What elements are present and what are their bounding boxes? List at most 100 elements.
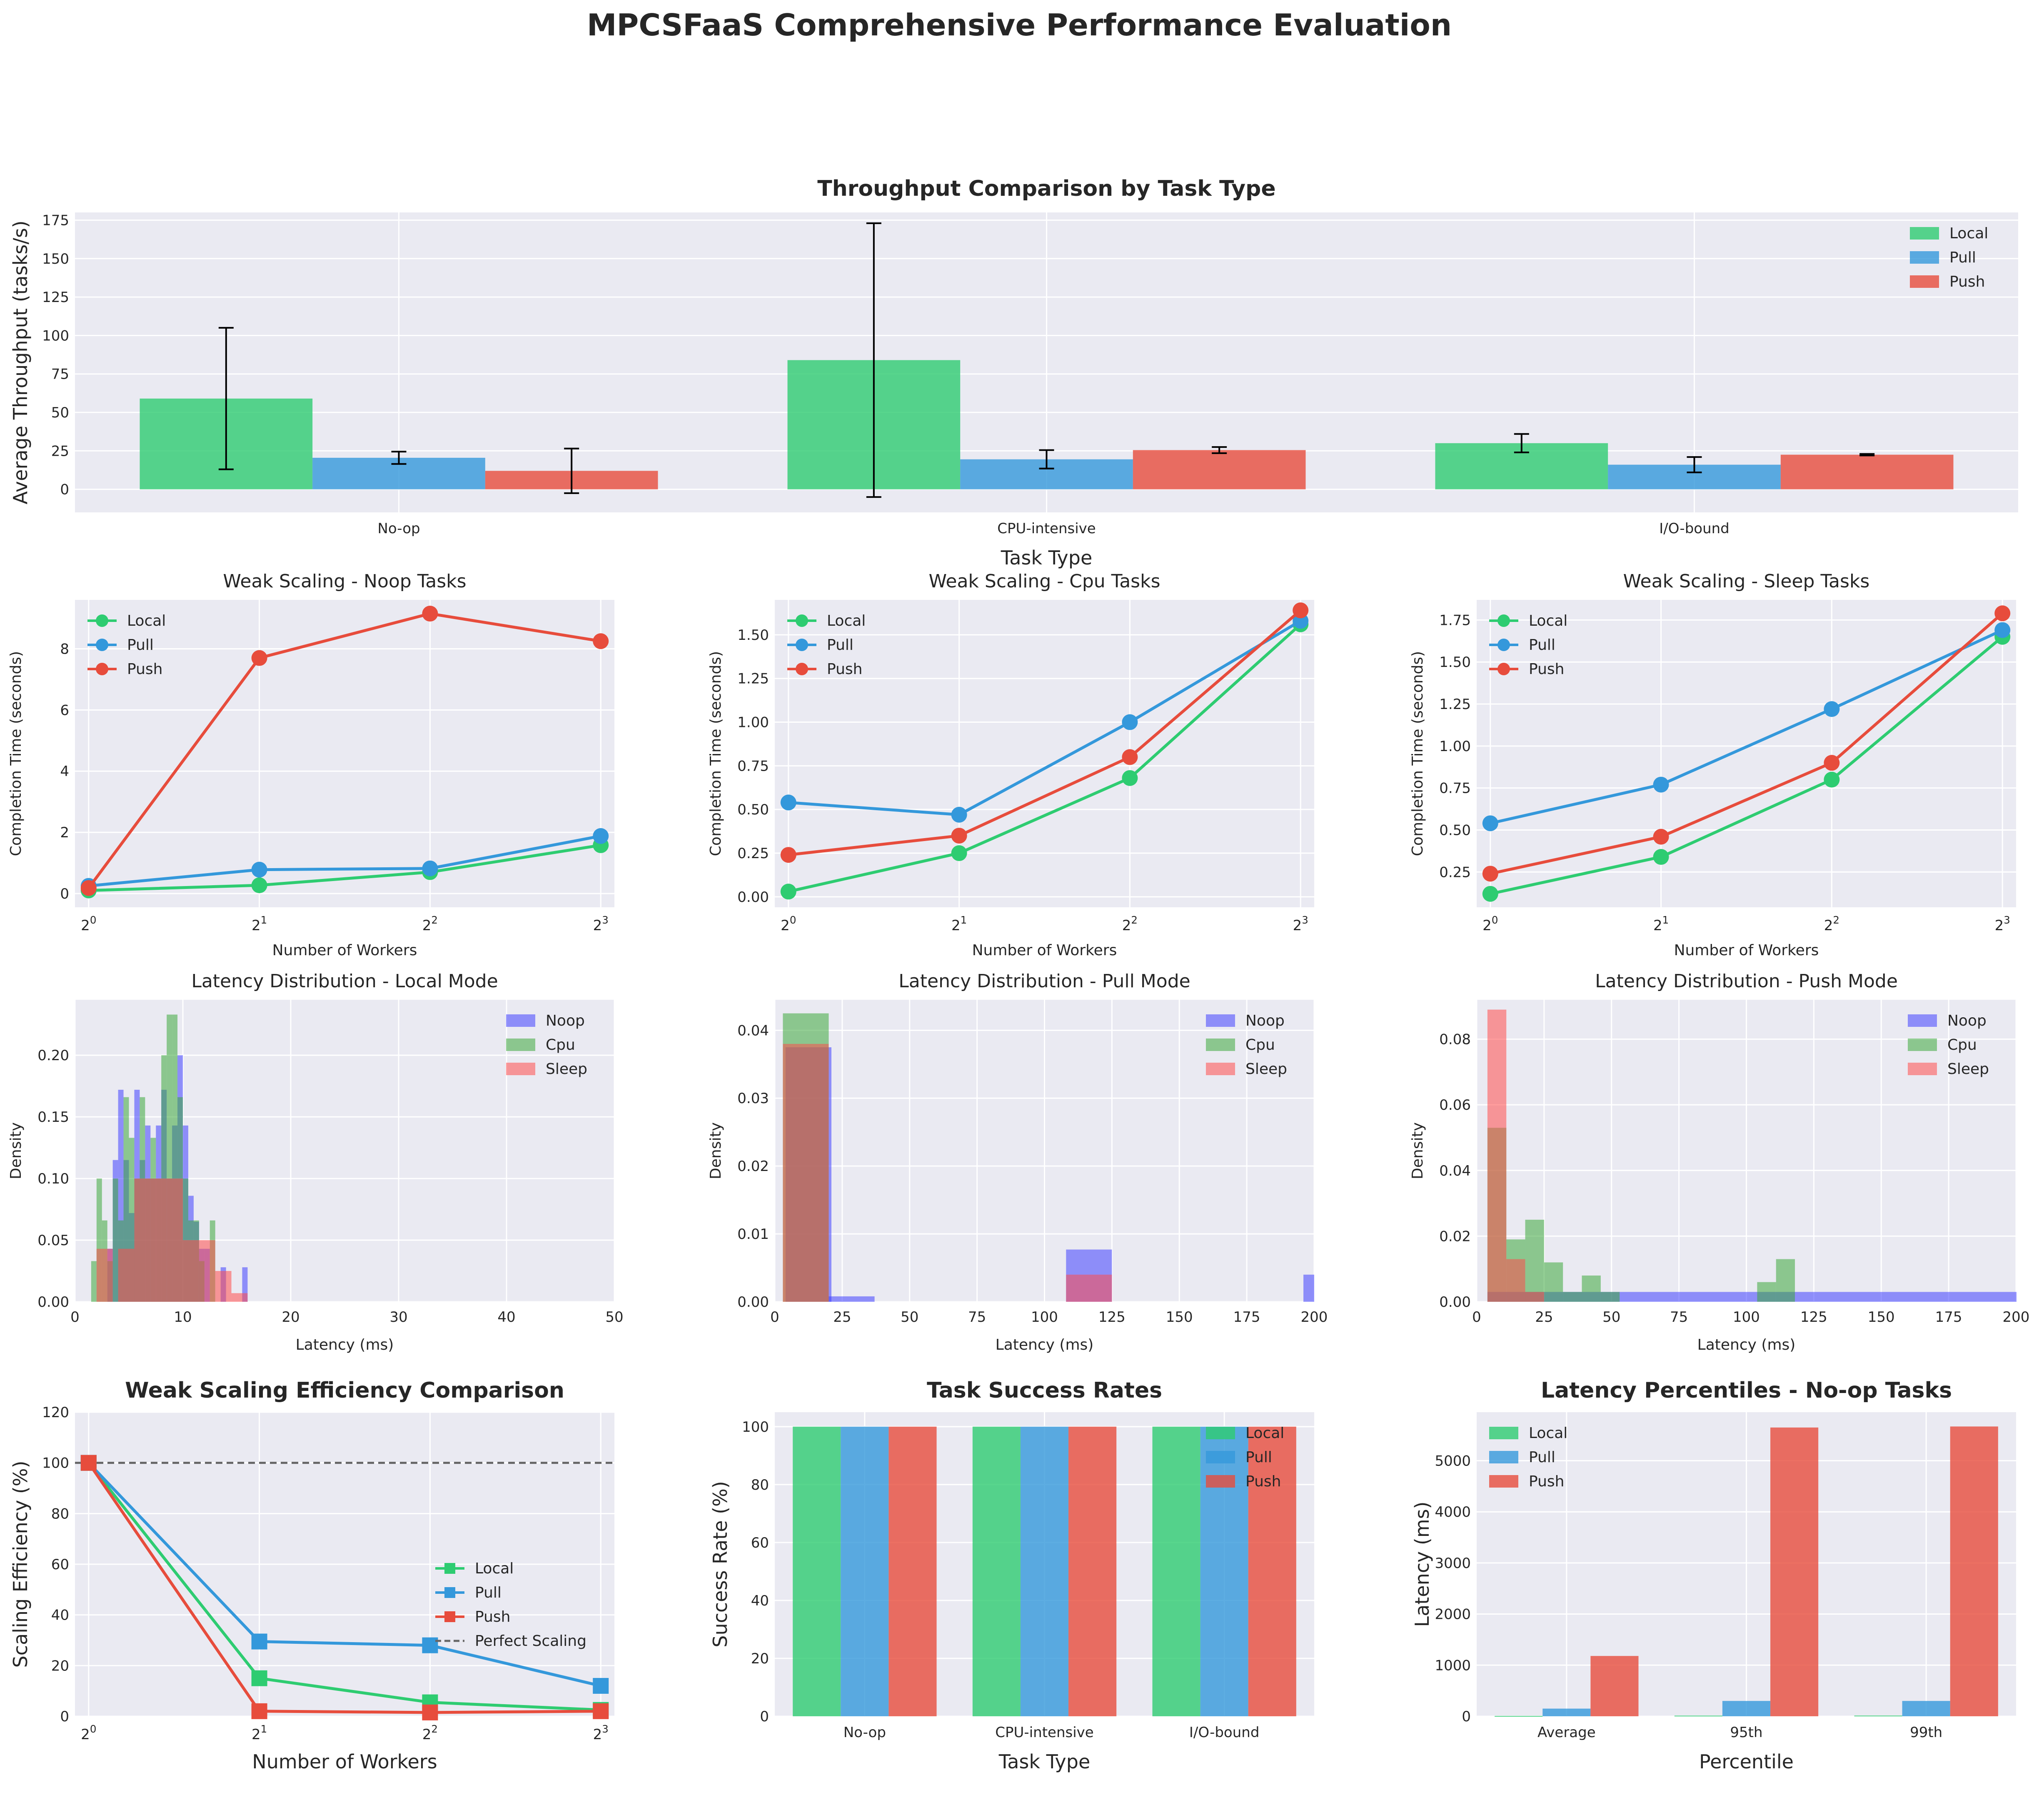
y-tick-label: 25 — [51, 443, 69, 459]
legend-swatch — [1206, 1475, 1235, 1488]
y-tick-label: 120 — [42, 1404, 69, 1421]
x-tick-label: 21 — [951, 914, 967, 934]
error-bar — [1514, 433, 1529, 453]
y-tick-label: 0.08 — [1439, 1031, 1471, 1048]
legend-label: Pull — [1529, 637, 1555, 654]
error-bar — [1212, 446, 1227, 454]
x-tick-label: 21 — [252, 914, 267, 934]
legend-item: Push — [435, 1608, 510, 1625]
bar-push — [1780, 454, 1954, 489]
bar-pull — [1200, 1426, 1248, 1716]
legend-label: Pull — [1529, 1449, 1555, 1466]
legend-item: Local — [1910, 225, 1988, 242]
legend-swatch — [1206, 1427, 1235, 1439]
y-tick-label: 1.75 — [1439, 612, 1471, 629]
x-axis-label: Number of Workers — [252, 1750, 437, 1773]
plot-area — [775, 600, 1314, 907]
x-tick-label: 23 — [1293, 914, 1308, 934]
legend-item: Pull — [1489, 1449, 1555, 1466]
legend-swatch — [1206, 1063, 1235, 1075]
x-axis-label: Latency (ms) — [996, 1336, 1094, 1353]
bar-pull — [1542, 1708, 1591, 1716]
y-tick-label: 2 — [60, 824, 69, 841]
x-tick-label: 23 — [1995, 914, 2010, 934]
legend-label: Push — [1529, 1473, 1564, 1490]
histogram-bin — [1544, 1262, 1563, 1302]
histogram-sleep — [783, 1044, 1112, 1302]
y-tick-label: 100 — [42, 327, 69, 344]
legend-item: Noop — [506, 1012, 585, 1029]
data-point — [1994, 622, 2011, 638]
legend-swatch — [1908, 1039, 1937, 1051]
y-tick-label: 1000 — [1435, 1657, 1471, 1674]
y-tick-label: 20 — [751, 1650, 769, 1667]
legend-label: Sleep — [546, 1061, 587, 1078]
error-bar — [1687, 456, 1702, 473]
legend-label: Local — [475, 1560, 514, 1577]
legend-label: Sleep — [1947, 1061, 1989, 1078]
x-axis-label: Task Type — [1001, 547, 1093, 569]
chart-lat-local: Latency Distribution - Local Mode Latency… — [7, 971, 624, 1353]
x-tick-label: 40 — [497, 1309, 515, 1326]
y-tick-label: 60 — [51, 1556, 69, 1573]
x-tick-label: 99th — [1910, 1724, 1942, 1741]
legend-item: Push — [1489, 661, 1564, 678]
legend-item: Local — [1206, 1425, 1284, 1442]
legend-item: Local — [787, 612, 866, 629]
x-tick-label: 22 — [422, 1723, 438, 1743]
error-bar — [1859, 453, 1875, 457]
legend-item: Push — [1489, 1473, 1564, 1490]
histogram-bin — [150, 1178, 167, 1302]
y-tick-label: 1.50 — [1439, 654, 1471, 671]
x-tick-label: 25 — [833, 1309, 851, 1326]
legend-swatch — [1910, 251, 1939, 264]
data-point — [1122, 770, 1138, 786]
data-point — [1994, 605, 2011, 622]
x-axis-label: Number of Workers — [272, 942, 417, 959]
data-point — [1824, 771, 1840, 788]
y-tick-label: 1.25 — [1439, 696, 1471, 713]
data-point — [593, 828, 609, 844]
legend-label: Noop — [1245, 1012, 1285, 1029]
y-tick-label: 125 — [42, 289, 69, 306]
series-line-pull — [788, 619, 1302, 816]
y-tick-label: 0.02 — [737, 1158, 769, 1175]
histogram-sleep — [96, 1178, 248, 1302]
bar-push — [1590, 1656, 1639, 1716]
y-tick-label: 4 — [60, 763, 69, 780]
x-tick-label: 75 — [968, 1309, 986, 1326]
y-axis-label: Completion Time (seconds) — [1409, 651, 1426, 856]
y-tick-label: 40 — [51, 1607, 69, 1624]
y-tick-label: 100 — [42, 1455, 69, 1472]
y-tick-label: 0.06 — [1439, 1097, 1471, 1113]
x-tick-label: 50 — [1602, 1309, 1620, 1326]
y-tick-label: 0 — [60, 886, 69, 902]
legend-label: Push — [127, 661, 162, 678]
legend-swatch — [506, 1014, 535, 1027]
legend-marker — [444, 1563, 455, 1574]
y-tick-label: 0.25 — [1439, 864, 1471, 881]
y-tick-label: 0.00 — [37, 1294, 69, 1311]
series-line-pull — [1490, 629, 2003, 825]
legend-item: Cpu — [1206, 1036, 1275, 1054]
x-tick-label: I/O-bound — [1189, 1724, 1260, 1741]
bar-pull — [1902, 1701, 1950, 1716]
y-tick-label: 0.00 — [1439, 1294, 1471, 1311]
x-tick-label: 50 — [605, 1309, 623, 1326]
x-tick-label: 20 — [1482, 914, 1498, 934]
data-point — [951, 828, 967, 844]
data-point — [251, 877, 267, 894]
y-tick-label: 1.00 — [737, 714, 769, 731]
legend-item: Pull — [1206, 1449, 1272, 1466]
legend-label: Local — [827, 612, 866, 629]
chart-percentiles: Latency Percentiles - No-op Tasks Percent… — [1411, 1378, 2016, 1773]
x-axis-label: Latency (ms) — [1697, 1336, 1796, 1353]
y-tick-label: 100 — [742, 1419, 769, 1436]
legend-marker — [796, 639, 808, 651]
y-tick-label: 50 — [51, 404, 69, 421]
legend-item: Local — [87, 612, 166, 629]
histogram-bin — [1506, 1259, 1525, 1302]
chart-title: Latency Distribution - Push Mode — [1595, 971, 1898, 992]
data-point — [593, 1703, 609, 1719]
